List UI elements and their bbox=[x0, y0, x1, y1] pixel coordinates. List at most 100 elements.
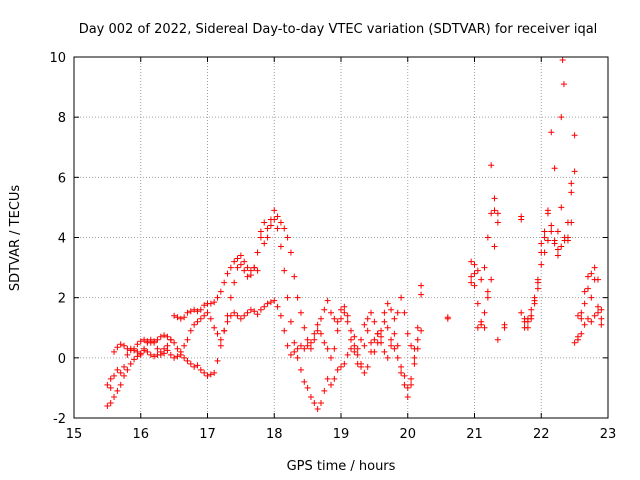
data-point bbox=[214, 357, 221, 364]
data-point bbox=[468, 279, 475, 286]
data-point bbox=[317, 330, 324, 337]
data-point bbox=[311, 336, 318, 343]
data-point bbox=[151, 353, 158, 360]
data-point bbox=[284, 342, 291, 349]
x-tick-label: 21 bbox=[466, 427, 483, 442]
data-point bbox=[560, 81, 567, 88]
data-point bbox=[187, 308, 194, 315]
data-point bbox=[207, 315, 214, 322]
data-point bbox=[307, 339, 314, 346]
data-point bbox=[317, 315, 324, 322]
data-point bbox=[484, 234, 491, 241]
data-point bbox=[418, 291, 425, 298]
data-point bbox=[107, 384, 114, 391]
data-point bbox=[354, 351, 361, 358]
data-point bbox=[348, 345, 355, 352]
data-point bbox=[201, 312, 208, 319]
data-point bbox=[114, 366, 121, 373]
data-point bbox=[217, 336, 224, 343]
data-point bbox=[384, 324, 391, 331]
data-point bbox=[224, 318, 231, 325]
data-point bbox=[127, 360, 134, 367]
data-point bbox=[524, 318, 531, 325]
data-point bbox=[197, 306, 204, 313]
y-tick-label: 10 bbox=[49, 51, 66, 66]
data-point bbox=[494, 336, 501, 343]
data-point bbox=[484, 288, 491, 295]
data-point bbox=[114, 344, 121, 351]
data-point bbox=[224, 312, 231, 319]
data-point bbox=[384, 300, 391, 307]
series-upper-track bbox=[104, 168, 605, 388]
data-point bbox=[281, 267, 288, 274]
data-point bbox=[154, 351, 161, 358]
data-point bbox=[191, 321, 198, 328]
data-point bbox=[204, 309, 211, 316]
data-point bbox=[184, 309, 191, 316]
data-point bbox=[111, 393, 118, 400]
data-point bbox=[244, 264, 251, 271]
data-point bbox=[528, 306, 535, 313]
data-point bbox=[351, 342, 358, 349]
plot-frame bbox=[73, 56, 609, 419]
data-point bbox=[581, 321, 588, 328]
data-point bbox=[144, 348, 151, 355]
data-point bbox=[151, 339, 158, 346]
data-point bbox=[181, 342, 188, 349]
data-point bbox=[194, 308, 201, 315]
data-point bbox=[311, 330, 318, 337]
data-point bbox=[224, 270, 231, 277]
data-point bbox=[584, 285, 591, 292]
data-point bbox=[257, 306, 264, 313]
data-point bbox=[147, 351, 154, 358]
data-point bbox=[154, 345, 161, 352]
data-point bbox=[371, 336, 378, 343]
x-tick-label: 15 bbox=[66, 427, 83, 442]
data-point bbox=[364, 327, 371, 334]
data-point bbox=[181, 314, 188, 321]
data-point bbox=[361, 342, 368, 349]
data-point bbox=[141, 336, 148, 343]
data-point bbox=[294, 345, 301, 352]
data-point bbox=[327, 354, 334, 361]
data-point bbox=[554, 246, 561, 253]
data-point bbox=[274, 225, 281, 232]
data-point bbox=[578, 309, 585, 316]
data-point bbox=[528, 315, 535, 322]
data-point bbox=[544, 207, 551, 214]
data-point bbox=[144, 339, 151, 346]
data-point bbox=[408, 342, 415, 349]
data-point bbox=[491, 207, 498, 214]
data-point bbox=[551, 237, 558, 244]
data-point bbox=[391, 345, 398, 352]
data-point bbox=[184, 357, 191, 364]
series-middle-track bbox=[107, 219, 605, 391]
data-point bbox=[297, 309, 304, 316]
data-point bbox=[264, 225, 271, 232]
data-point bbox=[338, 315, 344, 322]
data-point bbox=[121, 372, 128, 379]
data-point bbox=[127, 345, 134, 352]
data-point bbox=[378, 327, 385, 334]
data-point bbox=[371, 318, 378, 325]
data-point bbox=[444, 314, 451, 321]
data-point bbox=[384, 354, 391, 361]
data-point bbox=[584, 315, 591, 322]
x-tick-label: 18 bbox=[266, 427, 283, 442]
x-tick-label: 17 bbox=[199, 427, 216, 442]
data-point bbox=[364, 315, 371, 322]
data-point bbox=[174, 345, 181, 352]
data-point bbox=[294, 354, 301, 361]
data-point bbox=[304, 342, 311, 349]
data-point bbox=[518, 213, 525, 220]
data-point bbox=[274, 303, 281, 310]
data-point bbox=[368, 348, 375, 355]
data-point bbox=[338, 363, 344, 370]
data-point bbox=[307, 345, 314, 352]
data-point bbox=[574, 333, 581, 340]
data-point bbox=[351, 333, 358, 340]
data-point bbox=[324, 297, 331, 304]
data-point bbox=[361, 369, 368, 376]
data-point bbox=[598, 321, 605, 328]
data-point bbox=[591, 276, 598, 283]
